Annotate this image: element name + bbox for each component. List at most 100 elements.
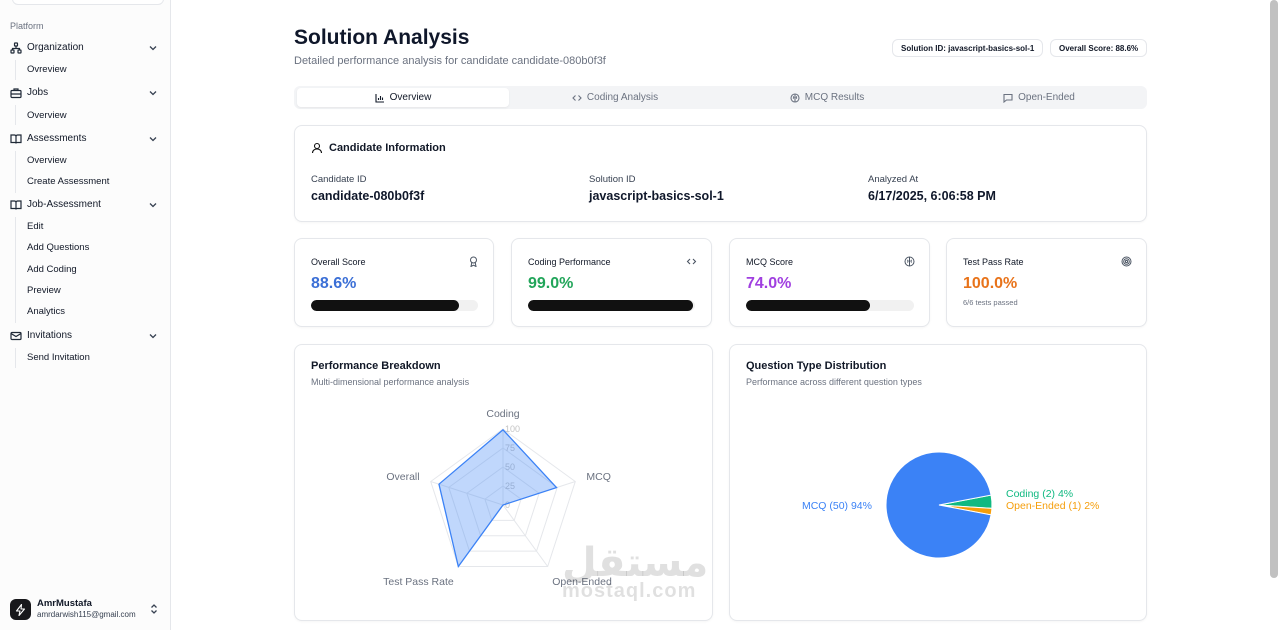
radar-series-area [438,428,558,569]
candidate-info-card: Candidate Information Candidate ID candi… [294,125,1147,222]
metric-label: Test Pass Rate [963,257,1024,267]
progress-bar [311,300,478,311]
progress-fill [528,300,694,311]
sidebar: Platform Organization Ovreview Jobs Over… [0,0,171,630]
sidebar-search-box[interactable] [12,0,164,5]
tab-label: Overview [389,92,432,103]
book-icon [10,200,22,210]
sidebar-group-label: Invitations [27,330,73,341]
org-icon [10,42,22,54]
metric-label: Coding Performance [528,257,611,267]
radar-grid-ring [484,485,522,521]
radar-axis-label: Open-Ended [552,576,612,588]
sidebar-group-invitations[interactable]: Invitations [0,326,171,346]
book-icon [10,134,22,144]
candidate-id-value: candidate-080b0f3f [311,189,425,203]
sidebar-item-organization-overview[interactable]: Ovreview [27,64,67,75]
avatar [10,599,31,620]
sidebar-group-label: Assessments [27,133,87,144]
tab-bar: Overview Coding Analysis MCQ Results Ope… [294,86,1147,109]
solution-id-value: javascript-basics-sol-1 [589,189,724,203]
chevron-down-icon [149,334,157,339]
tab-overview[interactable]: Overview [297,88,509,107]
user-menu[interactable]: AmrMustafa amrdarwish115@gmail.com [10,597,165,623]
radar-axis-label: Test Pass Rate [383,576,454,588]
analyzed-at-label: Analyzed At [868,174,919,185]
tab-label: MCQ Results [804,92,865,103]
progress-fill [311,300,459,311]
user-email: amrdarwish115@gmail.com [37,610,136,619]
target-icon [1121,256,1132,267]
progress-fill [746,300,871,311]
radar-tick-label: 75 [505,443,515,453]
radar-axis-label: Overall [386,471,419,483]
sidebar-section-label: Platform [10,21,44,31]
pie-chart: MCQ (50) 94% Coding (2) 4%Open-Ended (1) … [802,451,1099,559]
metric-card-test-pass-rate: Test Pass Rate 100.0% 6/6 tests passed [946,238,1147,327]
sidebar-item-edit[interactable]: Edit [27,221,44,232]
sidebar-tree-line [15,151,16,193]
overall-score-badge: Overall Score: 88.6% [1050,39,1148,57]
tab-open-ended[interactable]: Open-Ended [933,88,1145,107]
code-icon [572,94,582,101]
page-subtitle: Detailed performance analysis for candid… [294,55,606,67]
chevron-down-icon [149,46,157,51]
page-title: Solution Analysis [294,26,470,49]
sidebar-tree-line [15,60,16,80]
metric-card-overall-score: Overall Score 88.6% [294,238,494,327]
sidebar-item-create-assessment[interactable]: Create Assessment [27,176,110,187]
sidebar-group-organization[interactable]: Organization [0,38,171,58]
candidate-info-title: Candidate Information [311,142,446,154]
radar-tick-label: 0 [505,500,510,510]
code-icon [686,258,697,265]
chart-title: Question Type Distribution [746,360,887,372]
sidebar-item-preview[interactable]: Preview [27,285,61,296]
radar-grid-ring [466,466,540,537]
sidebar-tree-line [15,348,16,368]
sidebar-item-jobs-overview[interactable]: Overview [27,110,67,121]
chart-title: Performance Breakdown [311,360,441,372]
metric-label: MCQ Score [746,257,794,267]
metric-card-mcq-score: MCQ Score 74.0% [729,238,930,327]
sidebar-group-label: Jobs [27,87,49,98]
user-icon [311,142,323,154]
page-scrollbar[interactable] [1270,0,1278,578]
sidebar-group-label: Organization [27,42,84,53]
sidebar-tree-line [15,217,16,323]
sidebar-group-assessments[interactable]: Assessments [0,129,171,149]
radar-chart: 0 25 50 75 100 Coding MCQ Open-Ended Test Pass R… [383,408,612,588]
radar-spoke [502,504,549,567]
sidebar-group-job-assessment[interactable]: Job-Assessment [0,195,171,215]
message-icon [1003,93,1013,103]
sidebar-item-add-coding[interactable]: Add Coding [27,264,77,275]
metric-label: Overall Score [311,257,366,267]
radar-grid-ring [430,428,576,567]
lightning-icon [15,603,26,616]
sidebar-item-add-questions[interactable]: Add Questions [27,242,90,253]
sidebar-group-label: Job-Assessment [27,199,101,210]
solution-id-badge: Solution ID: javascript-basics-sol-1 [892,39,1044,57]
chart-subtitle: Performance across different question ty… [746,377,922,387]
metric-card-coding-performance: Coding Performance 99.0% [511,238,712,327]
tab-coding-analysis[interactable]: Coding Analysis [509,88,721,107]
progress-bar [528,300,695,311]
user-name: AmrMustafa [37,598,92,609]
pie-slice [885,451,992,559]
award-icon [470,256,477,267]
brain-icon [904,256,915,267]
sidebar-item-analytics[interactable]: Analytics [27,306,66,317]
sidebar-item-send-invitation[interactable]: Send Invitation [27,352,90,363]
chart-subtitle: Multi-dimensional performance analysis [311,377,470,387]
solution-id-label: Solution ID [589,174,636,185]
radar-tick-label: 25 [505,481,515,491]
progress-bar [746,300,914,311]
sidebar-item-assessments-overview[interactable]: Overview [27,155,67,166]
tab-mcq-results[interactable]: MCQ Results [721,88,933,107]
chevrons-up-down-icon [151,604,157,614]
radar-axis-label: MCQ [586,471,611,483]
tab-label: Open-Ended [1018,92,1075,103]
bar-chart-icon [375,93,384,103]
analyzed-at-value: 6/17/2025, 6:06:58 PM [868,189,996,203]
sidebar-group-jobs[interactable]: Jobs [0,83,171,103]
chevron-down-icon [149,203,157,208]
